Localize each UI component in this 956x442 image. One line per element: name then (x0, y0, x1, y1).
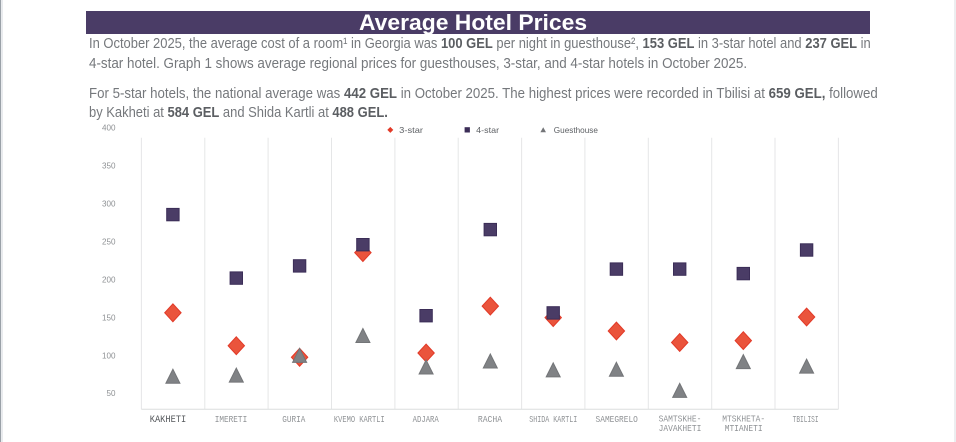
svg-text:100: 100 (102, 350, 116, 360)
svg-text:IMERETI: IMERETI (215, 415, 247, 425)
svg-text:RACHA: RACHA (478, 415, 503, 425)
svg-text:MTSKHETA-: MTSKHETA- (722, 414, 765, 424)
svg-text:KVEMO KARTLI: KVEMO KARTLI (334, 415, 385, 425)
svg-text:400: 400 (102, 123, 116, 133)
svg-text:250: 250 (102, 237, 116, 247)
svg-text:JAVAKHETI: JAVAKHETI (659, 424, 702, 434)
svg-text:SAMEGRELO: SAMEGRELO (596, 415, 638, 425)
svg-text:TBILISI: TBILISI (793, 415, 819, 425)
svg-text:150: 150 (102, 312, 116, 322)
svg-text:50: 50 (107, 388, 116, 398)
svg-text:4-star: 4-star (476, 125, 499, 135)
svg-text:300: 300 (102, 199, 116, 209)
svg-text:SAMTSKHE-: SAMTSKHE- (659, 414, 702, 424)
svg-text:3-star: 3-star (399, 125, 423, 135)
svg-text:SHIDA KARTLI: SHIDA KARTLI (529, 415, 577, 425)
svg-text:350: 350 (102, 161, 116, 171)
svg-text:GURIA: GURIA (282, 415, 306, 425)
svg-text:MTIANETI: MTIANETI (725, 424, 763, 434)
svg-text:200: 200 (102, 274, 116, 284)
svg-text:Guesthouse: Guesthouse (554, 125, 598, 135)
svg-text:ADJARA: ADJARA (413, 415, 440, 425)
svg-text:KAKHETI: KAKHETI (150, 415, 187, 426)
